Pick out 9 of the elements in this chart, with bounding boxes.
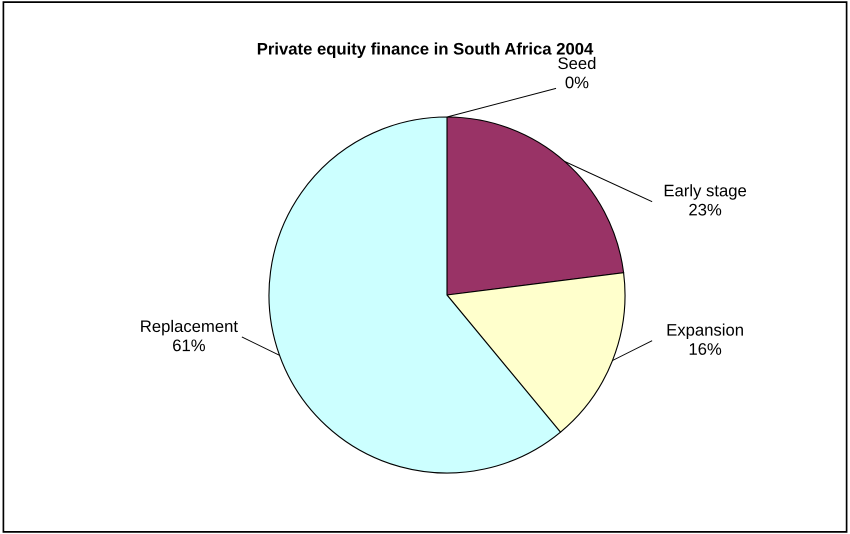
chart-title: Private equity finance in South Africa 2004 [258,42,594,58]
data-label: 16% [690,343,722,355]
slice-label: Replacement [141,320,238,336]
data-label: 23% [689,204,722,216]
slice-label: Early stage [664,184,746,200]
data-label: 61% [173,339,205,352]
text: 0% [566,76,588,88]
category-label: Seed [558,56,596,70]
slice-label: Expansion [668,324,743,340]
